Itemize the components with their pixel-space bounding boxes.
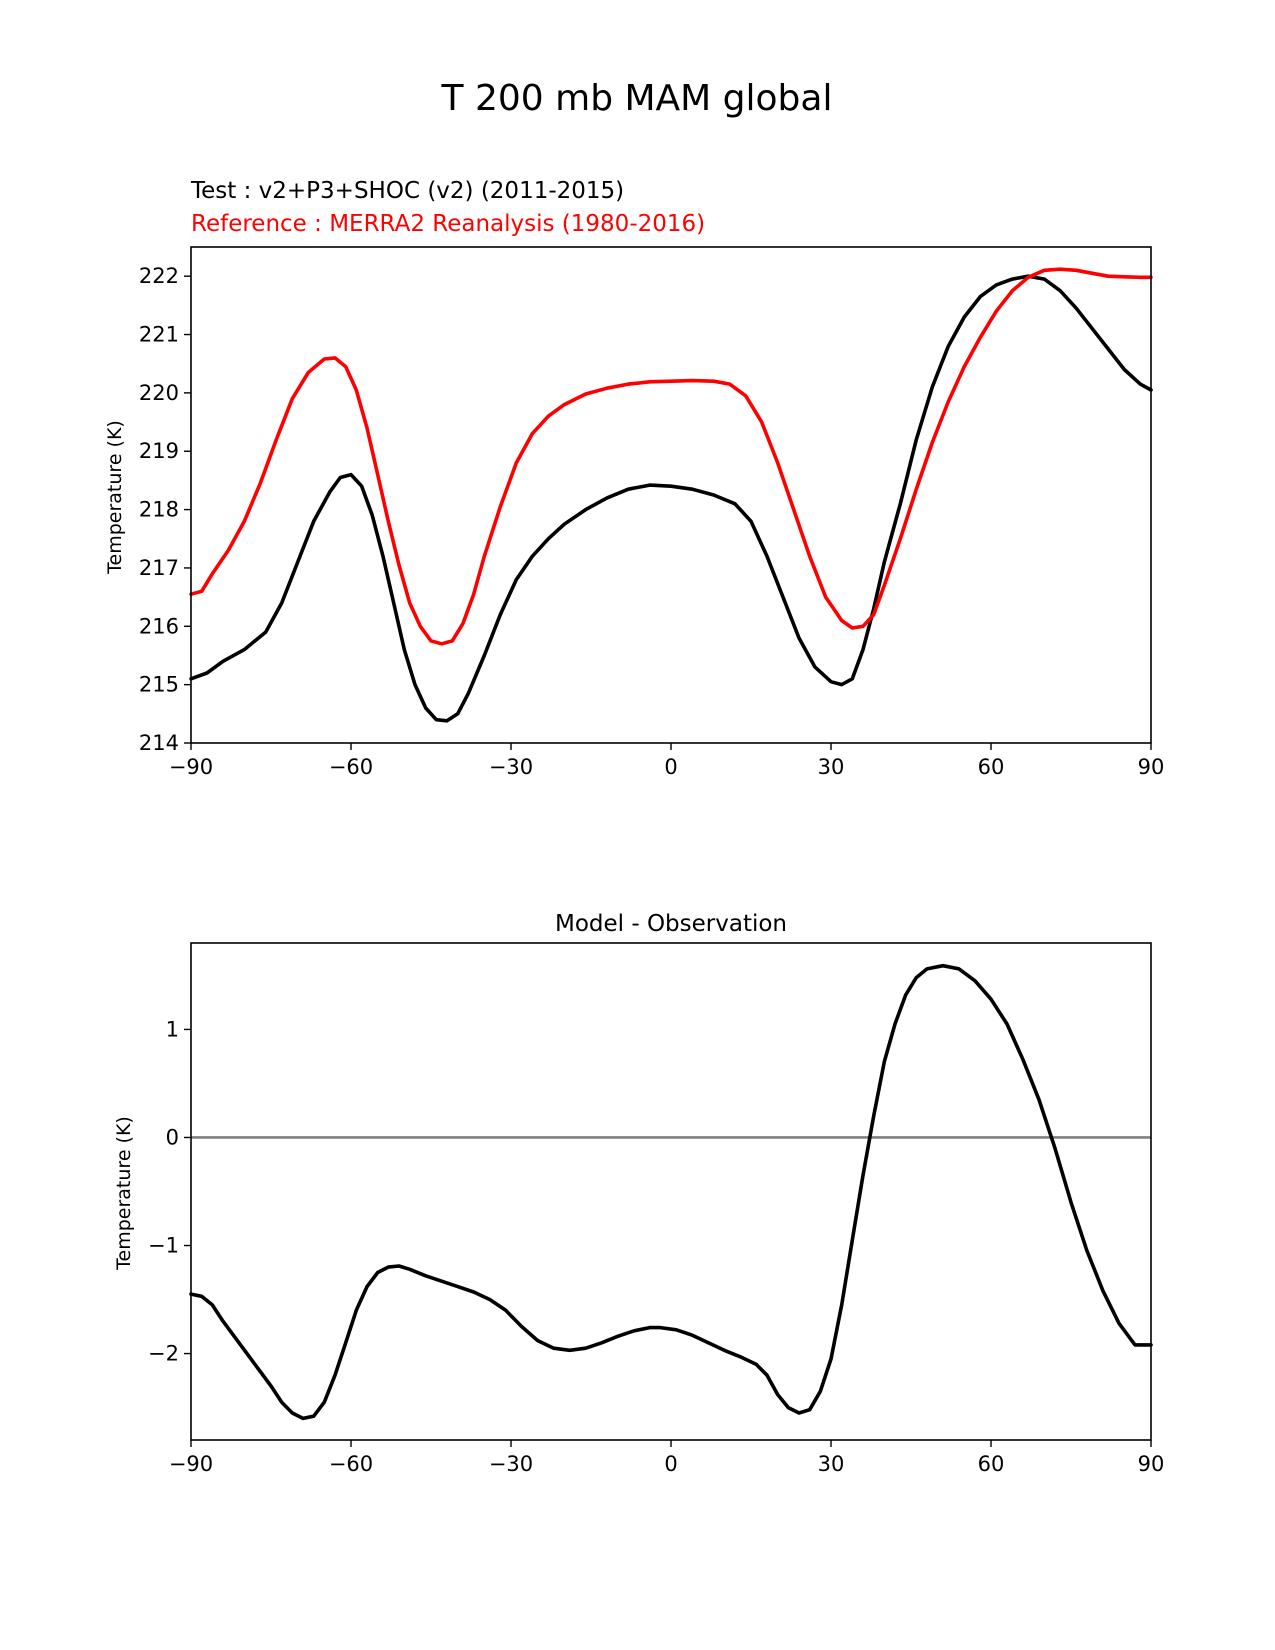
bottom-x-tick-label: 30	[818, 1452, 845, 1476]
bottom-y-tick-label: 0	[166, 1125, 179, 1149]
top-x-tick-label: 30	[818, 755, 845, 779]
top-series-test	[189, 274, 1153, 723]
bottom-x-tick-label: −30	[489, 1452, 533, 1476]
test-title: Test : v2+P3+SHOC (v2) (2011-2015)	[190, 178, 624, 204]
top-series-layer	[189, 267, 1153, 723]
bottom-series-model-observation	[189, 963, 1153, 1421]
top-y-tick-label: 221	[139, 323, 179, 347]
bottom-panel: Model - Observation Temperature (K) −90−…	[113, 911, 1164, 1476]
reference-title: Reference : MERRA2 Reanalysis (1980-2016…	[191, 211, 705, 237]
bottom-y-tick-label: −2	[148, 1342, 179, 1366]
bottom-y-axis-label: Temperature (K)	[113, 1116, 135, 1271]
top-y-tick-label: 216	[139, 614, 179, 638]
top-y-tick-label: 215	[139, 673, 179, 697]
top-tick-layer: −90 −60 −30 0 30 60 90 214 215 216 217 218 219 220 221…	[139, 264, 1164, 779]
top-x-tick-label: 90	[1138, 755, 1165, 779]
top-y-tick-label: 222	[139, 264, 179, 288]
top-y-axis-label: Temperature (K)	[104, 420, 126, 575]
top-y-tick-label: 217	[139, 556, 179, 580]
top-x-tick-label: −90	[169, 755, 213, 779]
bottom-x-tick-label: 60	[978, 1452, 1005, 1476]
top-plot-frame	[190, 246, 1152, 744]
bottom-x-tick-label: 90	[1138, 1452, 1165, 1476]
top-y-tick-label: 220	[139, 381, 179, 405]
top-x-tick-label: 0	[664, 755, 677, 779]
top-x-tick-label: −60	[329, 755, 373, 779]
top-series-reference	[189, 267, 1153, 646]
bottom-y-tick-label: 1	[166, 1017, 179, 1041]
difference-title: Model - Observation	[555, 911, 787, 937]
bottom-x-tick-label: −60	[329, 1452, 373, 1476]
bottom-y-tick-label: −1	[148, 1234, 179, 1258]
top-x-tick-label: −30	[489, 755, 533, 779]
top-panel: Test : v2+P3+SHOC (v2) (2011-2015) Refer…	[104, 178, 1164, 779]
bottom-x-tick-label: −90	[169, 1452, 213, 1476]
bottom-plot-frame	[190, 942, 1152, 1441]
top-y-tick-label: 218	[139, 498, 179, 522]
figure-title: T 200 mb MAM global	[441, 78, 833, 119]
top-x-tick-label: 60	[978, 755, 1005, 779]
bottom-series-layer	[189, 963, 1153, 1421]
bottom-tick-layer: −90 −60 −30 0 30 60 90 −2 −1 0 1	[148, 1017, 1164, 1476]
top-y-tick-label: 219	[139, 439, 179, 463]
top-y-tick-label: 214	[139, 731, 179, 755]
bottom-x-tick-label: 0	[664, 1452, 677, 1476]
